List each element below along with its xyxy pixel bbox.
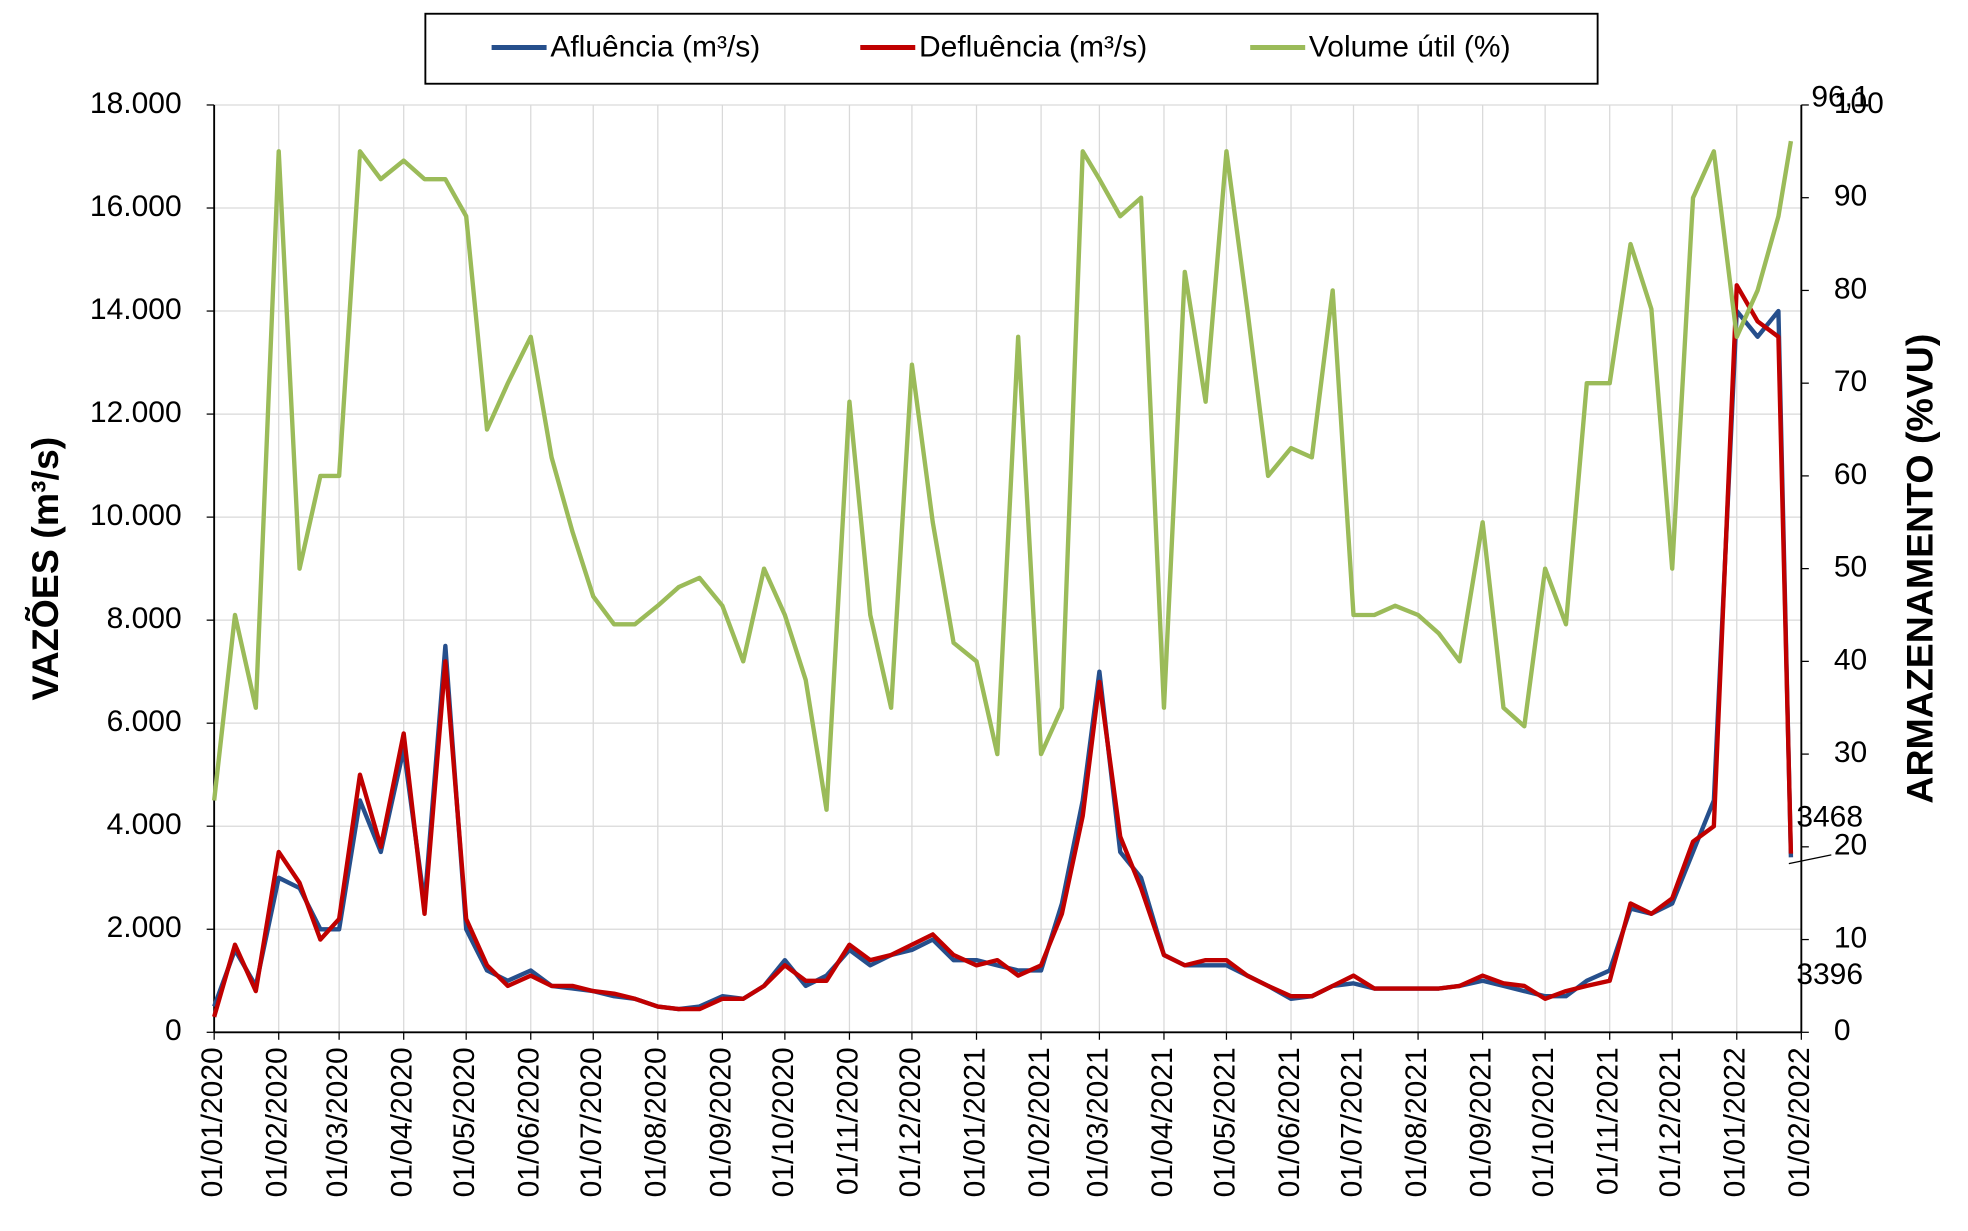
series-line bbox=[212, 283, 1794, 1018]
x-tick-label: 01/12/2021 bbox=[1654, 1047, 1687, 1197]
x-tick-label: 01/01/2021 bbox=[958, 1047, 991, 1197]
y-tick-label: 18.000 bbox=[90, 87, 182, 120]
x-tick-label: 01/06/2021 bbox=[1273, 1047, 1306, 1197]
y2-tick-label: 80 bbox=[1834, 272, 1867, 305]
x-tick-label: 01/10/2020 bbox=[767, 1047, 800, 1197]
x-tick-label: 01/09/2021 bbox=[1465, 1047, 1498, 1197]
y2-tick-label: 90 bbox=[1834, 180, 1867, 213]
y2-axis-title: ARMAZENAMENTO (%VU) bbox=[1898, 334, 1940, 804]
y-tick-label: 2.000 bbox=[107, 911, 182, 944]
x-tick-label: 01/01/2022 bbox=[1719, 1047, 1752, 1197]
legend-label: Afluência (m³/s) bbox=[550, 31, 760, 64]
x-tick-label: 01/03/2021 bbox=[1081, 1047, 1114, 1197]
legend-label: Volume útil (%) bbox=[1309, 31, 1511, 64]
x-tick-label: 01/04/2020 bbox=[386, 1047, 419, 1197]
y2-tick-label: 50 bbox=[1834, 551, 1867, 584]
x-tick-label: 01/04/2021 bbox=[1146, 1047, 1179, 1197]
end-label: 96,1 bbox=[1811, 81, 1869, 114]
y2-tick-label: 40 bbox=[1834, 643, 1867, 676]
y2-tick-label: 10 bbox=[1834, 921, 1867, 954]
y-tick-label: 14.000 bbox=[90, 293, 182, 326]
x-tick-label: 01/11/2020 bbox=[831, 1047, 864, 1195]
x-tick-label: 01/02/2021 bbox=[1023, 1047, 1056, 1197]
x-tick-label: 01/05/2020 bbox=[448, 1047, 481, 1197]
y2-tick-label: 30 bbox=[1834, 736, 1867, 769]
y2-tick-label: 20 bbox=[1834, 829, 1867, 862]
y-tick-label: 6.000 bbox=[107, 705, 182, 738]
y-tick-label: 12.000 bbox=[90, 396, 182, 429]
y-tick-label: 4.000 bbox=[107, 808, 182, 841]
y2-tick-label: 60 bbox=[1834, 458, 1867, 491]
x-tick-label: 01/10/2021 bbox=[1527, 1047, 1560, 1197]
y-axis-title: VAZÕES (m³/s) bbox=[24, 437, 66, 701]
y-tick-label: 8.000 bbox=[107, 602, 182, 635]
y2-tick-label: 0 bbox=[1834, 1014, 1851, 1047]
y-tick-label: 10.000 bbox=[90, 499, 182, 532]
x-tick-label: 01/11/2021 bbox=[1592, 1047, 1625, 1195]
x-tick-label: 01/08/2021 bbox=[1400, 1047, 1433, 1197]
x-tick-label: 01/06/2020 bbox=[513, 1047, 546, 1197]
x-tick-label: 01/03/2020 bbox=[321, 1047, 354, 1197]
series-line bbox=[211, 140, 1794, 812]
x-tick-label: 01/07/2020 bbox=[575, 1047, 608, 1197]
x-tick-label: 01/02/2022 bbox=[1783, 1047, 1816, 1197]
x-tick-label: 01/09/2020 bbox=[704, 1047, 737, 1197]
leader-line bbox=[1788, 854, 1832, 865]
y2-tick-label: 70 bbox=[1834, 365, 1867, 398]
y-tick-label: 0 bbox=[165, 1014, 182, 1047]
legend-box bbox=[424, 12, 1599, 85]
y2-tick-label: 100 bbox=[1834, 87, 1884, 120]
end-label: 3396 bbox=[1796, 958, 1863, 991]
end-label: 3468 bbox=[1796, 801, 1863, 834]
x-tick-label: 01/12/2020 bbox=[894, 1047, 927, 1197]
legend-label: Defluência (m³/s) bbox=[919, 31, 1147, 64]
x-tick-label: 01/05/2021 bbox=[1208, 1047, 1241, 1197]
x-tick-label: 01/01/2020 bbox=[196, 1047, 229, 1197]
x-tick-label: 01/02/2020 bbox=[261, 1047, 294, 1197]
x-tick-label: 01/08/2020 bbox=[640, 1047, 673, 1197]
y-tick-label: 16.000 bbox=[90, 190, 182, 223]
x-tick-label: 01/07/2021 bbox=[1335, 1047, 1368, 1197]
